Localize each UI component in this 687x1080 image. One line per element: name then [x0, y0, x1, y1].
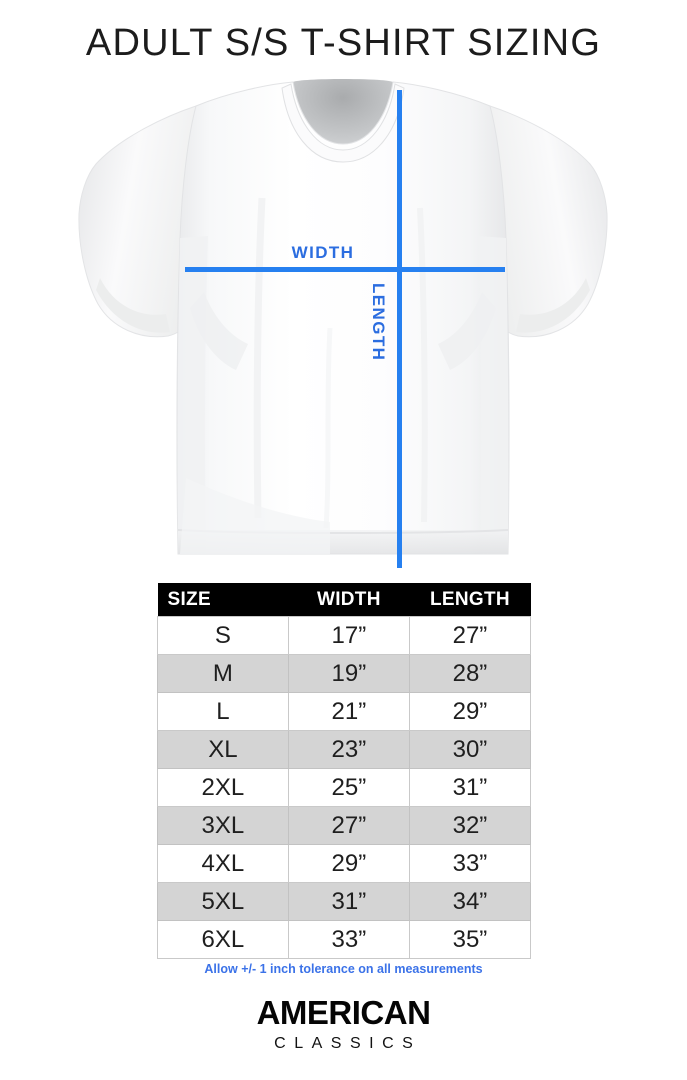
column-header-width: WIDTH [288, 583, 410, 617]
cell-width: 17” [287, 616, 410, 655]
brand-name-secondary: CLASSICS [274, 1035, 422, 1052]
cell-length: 29” [408, 692, 532, 731]
tshirt-shade-right [478, 236, 509, 554]
width-label: WIDTH [291, 243, 355, 262]
table-body: S 17” 27” M 19” 28” L 21” 29” XL 23” 30”… [157, 616, 532, 959]
cell-width: 23” [287, 730, 410, 769]
tshirt-right-sleeve-hem [516, 278, 590, 333]
length-measure-line [397, 90, 402, 568]
tshirt-left-armhole-shadow [190, 292, 248, 370]
cell-size: 6XL [157, 920, 289, 959]
table-header-row: SIZE WIDTH LENGTH [157, 583, 531, 617]
cell-width: 27” [287, 806, 410, 845]
table-row: XL 23” 30” [157, 730, 532, 769]
tshirt-fold-3 [323, 327, 333, 529]
cell-length: 32” [408, 806, 532, 845]
cell-length: 28” [408, 654, 532, 693]
cell-size: 3XL [157, 806, 289, 845]
cell-length: 35” [408, 920, 532, 959]
table-row: M 19” 28” [157, 654, 532, 693]
width-measure-line [185, 267, 505, 272]
tshirt-collar [281, 83, 405, 163]
tshirt-right-armhole-shadow [438, 292, 496, 370]
cell-length: 27” [408, 616, 532, 655]
cell-size: S [157, 616, 289, 655]
tshirt-diagram: WIDTH LENGTH [0, 78, 687, 578]
table-row: S 17” 27” [157, 616, 532, 655]
cell-size: M [157, 654, 289, 693]
cell-length: 31” [408, 768, 532, 807]
cell-size: 5XL [157, 882, 289, 921]
brand-logo: AMERICAN CLASSICS [0, 996, 687, 1052]
table-row: 6XL 33” 35” [157, 920, 532, 959]
cell-width: 33” [287, 920, 410, 959]
tshirt-drape-shadow [180, 478, 330, 554]
tshirt-fold-2 [417, 207, 428, 523]
table-row: 4XL 29” 33” [157, 844, 532, 883]
length-label: LENGTH [369, 283, 388, 362]
tolerance-note: Allow +/- 1 inch tolerance on all measur… [204, 962, 483, 976]
tshirt-left-sleeve-hem [96, 278, 170, 333]
size-chart-table: SIZE WIDTH LENGTH S 17” 27” M 19” 28” L … [157, 583, 532, 959]
cell-size: L [157, 692, 289, 731]
cell-size: XL [157, 730, 289, 769]
column-header-length: LENGTH [409, 583, 531, 617]
column-header-size: SIZE [157, 583, 289, 617]
table-row: 5XL 31” 34” [157, 882, 532, 921]
tshirt-illustration [78, 79, 608, 555]
cell-width: 29” [287, 844, 410, 883]
table-header: SIZE WIDTH LENGTH [157, 583, 531, 617]
brand-name-primary: AMERICAN [256, 994, 431, 1031]
cell-width: 25” [287, 768, 410, 807]
cell-width: 31” [287, 882, 410, 921]
page-title: ADULT S/S T-SHIRT SIZING [85, 22, 602, 64]
cell-length: 30” [408, 730, 532, 769]
cell-size: 2XL [157, 768, 289, 807]
cell-length: 34” [408, 882, 532, 921]
cell-length: 33” [408, 844, 532, 883]
table-row: L 21” 29” [157, 692, 532, 731]
cell-width: 19” [287, 654, 410, 693]
table-row: 3XL 27” 32” [157, 806, 532, 845]
cell-size: 4XL [157, 844, 289, 883]
tshirt-fold-1 [253, 197, 266, 519]
cell-width: 21” [287, 692, 410, 731]
table-row: 2XL 25” 31” [157, 768, 532, 807]
